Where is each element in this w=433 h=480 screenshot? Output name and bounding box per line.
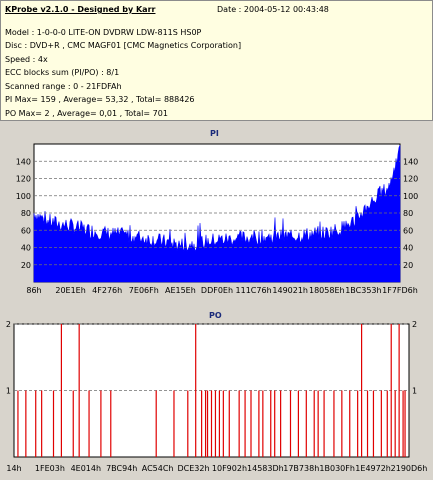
pi-chart-title: PI: [210, 129, 219, 138]
po-x-tick-label: DCE32h: [178, 464, 210, 473]
po-x-tick-label: 1FE03h: [35, 464, 65, 473]
pi-x-tick-label: 1F7FD6h: [382, 286, 418, 295]
po-x-tick-label: 2190D6h: [391, 464, 428, 473]
po-x-tick-label: 10F902h: [212, 464, 247, 473]
pi-y-tick-label: 60: [21, 226, 31, 235]
po-x-tick-label: 4E014h: [71, 464, 101, 473]
pi-y-tick-label: 120: [16, 175, 31, 184]
drive-model: Model : 1-0-0-0 LITE-ON DVDRW LDW-811S H…: [5, 28, 202, 37]
pi-x-tick-label: 18058Eh: [309, 286, 345, 295]
pi-x-tick-label: 149021h: [272, 286, 308, 295]
pi-x-tick-label: 7E06Fh: [129, 286, 159, 295]
pi-chart: PI 20 20 40 40 60 60 80 80 100 100 120 120 140 140 86h…: [0, 122, 433, 298]
pi-x-tick-label: 20E1Eh: [55, 286, 85, 295]
pi-x-tick-label: 86h: [26, 286, 41, 295]
pi-stats: PI Max= 159 , Average= 53,32 , Total= 88…: [5, 95, 195, 104]
pi-y-tick-label: 140: [16, 157, 31, 166]
info-panel: KProbe v2.1.0 - Designed by Karr Date : …: [0, 0, 433, 121]
pi-y-tick-label: 80: [21, 209, 31, 218]
pi-y-tick-label-right: 20: [403, 261, 413, 270]
range-info: Scanned range : 0 - 21FDFAh: [5, 82, 122, 91]
pi-x-tick-label: 4F276h: [92, 286, 122, 295]
po-chart: PO 1 1 2 2 14h 1FE03h 4E014h 7BC94h AC54Ch DCE32h…: [0, 302, 433, 480]
pi-y-tick-label-right: 40: [403, 244, 413, 253]
po-x-tick-label: 1B030Fh: [319, 464, 355, 473]
pi-plot: 20 20 40 40 60 60 80 80 100 100 120 120 140 140 86h 20E…: [16, 143, 418, 295]
po-x-tick-label: 17B738h: [283, 464, 319, 473]
pi-y-tick-label-right: 120: [403, 175, 418, 184]
po-y-tick-label: 1: [6, 387, 11, 396]
po-x-tick-label: 14h: [6, 464, 21, 473]
pi-x-tick-label: 1BC353h: [345, 286, 381, 295]
speed-info: Speed : 4x: [5, 55, 48, 64]
pi-y-tick-label: 100: [16, 192, 31, 201]
ecc-info: ECC blocks sum (PI/PO) : 8/1: [5, 68, 120, 77]
pi-y-tick-label: 40: [21, 244, 31, 253]
pi-y-tick-label-right: 80: [403, 209, 413, 218]
pi-x-tick-label: 111C76h: [236, 286, 272, 295]
po-x-tick-label: 1E4972h: [355, 464, 391, 473]
po-y-tick-label: 2: [6, 320, 11, 329]
po-plot: 1 1 2 2 14h 1FE03h 4E014h 7BC94h AC54Ch DCE32h 10F…: [6, 320, 428, 473]
pi-y-tick-label-right: 100: [403, 192, 418, 201]
po-y-tick-label-right: 2: [412, 320, 417, 329]
app-title: KProbe v2.1.0 - Designed by Karr: [5, 5, 156, 14]
pi-x-tick-label: AE15Eh: [165, 286, 196, 295]
po-stats: PO Max= 2 , Average= 0,01 , Total= 701: [5, 109, 168, 118]
pi-x-tick-label: DDF0Eh: [201, 286, 233, 295]
po-y-tick-label-right: 1: [412, 387, 417, 396]
po-x-tick-label: 14583Dh: [247, 464, 284, 473]
pi-y-tick-label: 20: [21, 261, 31, 270]
disc-info: Disc : DVD+R , CMC MAGF01 [CMC Magnetics…: [5, 41, 242, 50]
po-x-tick-label: 7BC94h: [106, 464, 137, 473]
po-x-tick-label: AC54Ch: [142, 464, 174, 473]
po-chart-title: PO: [209, 311, 222, 320]
pi-y-tick-label-right: 140: [403, 157, 418, 166]
pi-y-tick-label-right: 60: [403, 226, 413, 235]
scan-date: Date : 2004-05-12 00:43:48: [217, 5, 329, 14]
